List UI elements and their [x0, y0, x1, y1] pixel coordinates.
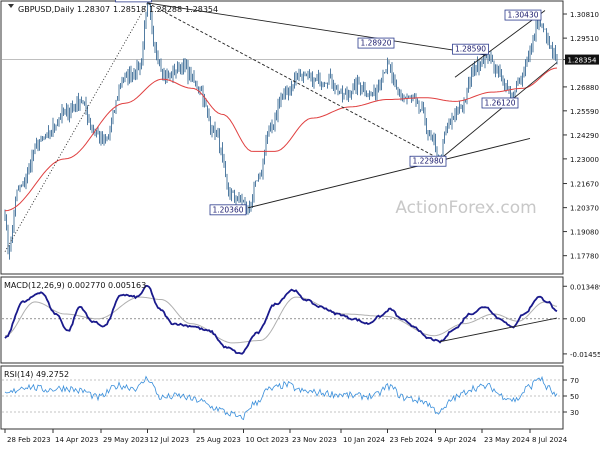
price-layer: 1.30810 1.29510 1.28354 1.26880 1.25590 1.242…: [2, 0, 599, 261]
price-panel: [0, 0, 564, 275]
price-y-tick-label: 1.19080: [570, 229, 599, 237]
rsi-panel: [0, 365, 564, 430]
ohlc-close: 1.28354: [185, 5, 218, 14]
macd-panel: [0, 276, 564, 364]
x-tick-label: 8 Jul 2024: [532, 436, 568, 444]
macd-y-tick-label: -0.014554: [570, 351, 600, 359]
trendline: [439, 62, 558, 160]
price-annotation-label: 1.22980: [412, 157, 443, 166]
x-tick-label: 14 Apr 2023: [55, 436, 98, 444]
price-annotation-box: [481, 97, 519, 109]
last-price-tag: [565, 54, 599, 65]
price-annotation-box: [115, 0, 152, 3]
watermark: ActionForex.com: [395, 198, 536, 218]
price-annotation-label: 1.31410: [118, 0, 149, 1]
ohlc-low: 1.28288: [149, 5, 182, 14]
trendline: [147, 2, 487, 56]
trendline: [147, 2, 441, 160]
rsi-y-tick-label: 70: [570, 377, 579, 385]
macd-panel-title: MACD(12,26,9) 0.002770 0.005163: [4, 281, 146, 290]
macd-y-tick-label: 0.013489: [570, 283, 600, 291]
rsi-panel-title: RSI(14) 49.2752: [4, 370, 69, 379]
price-y-tick-label: 1.23000: [570, 156, 599, 164]
macd-trendline: [439, 317, 558, 343]
x-tick-label: 9 Apr 2024: [438, 436, 477, 444]
rsi-y-tick-label: 50: [570, 393, 579, 401]
price-y-tick-label: 1.25590: [570, 108, 599, 116]
x-tick-label: 28 Feb 2023: [7, 436, 51, 444]
price-annotation-box: [452, 43, 489, 55]
price-annotation-label: 1.30430: [507, 11, 538, 20]
rsi-y-tick-label: 30: [570, 409, 579, 417]
macd-signal-line: [4, 296, 558, 344]
price-y-tick-label: 1.30810: [570, 11, 599, 19]
x-tick-label: 23 Feb 2024: [390, 436, 434, 444]
x-tick-label: 12 Jul 2023: [150, 436, 190, 444]
price-annotation-label: 1.28590: [455, 45, 486, 54]
macd-y-tick-label: 0.00: [570, 316, 586, 324]
rsi-layer: 70 50 30: [2, 375, 579, 421]
trendline: [454, 10, 546, 78]
trendline: [247, 138, 531, 209]
ohlc-high: 1.28518: [113, 5, 146, 14]
ohlc-open: 1.28307: [77, 5, 110, 14]
last-price-label: 1.28354: [568, 57, 597, 65]
price-y-tick-label: 1.26880: [570, 84, 599, 92]
price-annotation-label: 1.28920: [360, 39, 391, 48]
moving-average-line: [4, 67, 558, 212]
x-tick-label: 29 May 2023: [103, 436, 149, 444]
price-y-tick-label: 1.24290: [570, 132, 599, 140]
price-annotation-label: 1.20360: [212, 205, 243, 214]
price-annotation-box: [209, 204, 247, 216]
price-annotation-box: [504, 9, 542, 21]
x-tick-label: 10 Jan 2024: [343, 436, 386, 444]
x-axis: 28 Feb 2023 14 Apr 2023 29 May 2023 12 Jul …: [4, 429, 568, 444]
collapse-triangle-icon[interactable]: [8, 4, 14, 8]
rsi-line: [4, 375, 558, 421]
macd-layer: 0.013489 0.00 -0.014554: [2, 283, 600, 359]
x-tick-label: 23 May 2024: [484, 436, 530, 444]
price-y-tick-label: 1.21670: [570, 181, 599, 189]
price-annotation-box: [357, 37, 395, 49]
x-tick-label: 10 Oct 2023: [246, 436, 289, 444]
price-annotation-box: [409, 155, 447, 167]
x-tick-label: 25 Aug 2023: [196, 436, 241, 444]
price-y-tick-label: 1.29510: [570, 35, 599, 43]
price-annotation-label: 1.26120: [484, 98, 515, 107]
x-tick-label: 23 Nov 2023: [292, 436, 337, 444]
price-y-tick-label: 1.17780: [570, 253, 599, 261]
price-panel-title: GBPUSD,Daily: [18, 5, 75, 14]
macd-line: [4, 284, 558, 355]
price-y-tick-label: 1.20370: [570, 205, 599, 213]
